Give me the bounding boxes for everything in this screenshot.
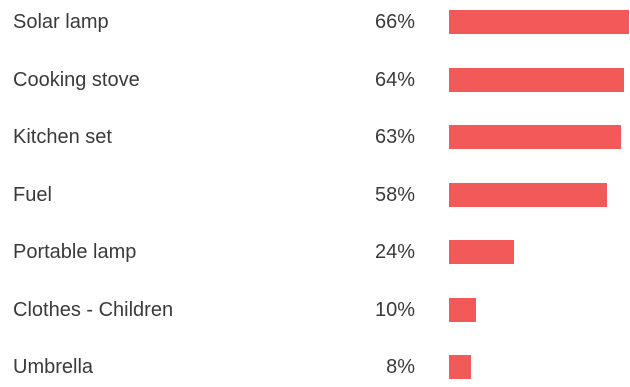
bar xyxy=(449,240,515,264)
chart-row: Portable lamp 24% xyxy=(0,232,630,272)
bar-chart: Solar lamp 66% Cooking stove 64% Kitchen set… xyxy=(0,2,630,379)
bar xyxy=(449,125,621,149)
bar xyxy=(449,10,629,34)
bar xyxy=(449,297,477,322)
chart-row: Umbrella 8% xyxy=(0,347,630,387)
category-label: Fuel xyxy=(13,183,52,206)
value-label: 58% xyxy=(374,183,415,206)
chart-row: Fuel 58% xyxy=(0,175,630,215)
bar xyxy=(449,182,608,207)
value-label: 63% xyxy=(374,126,415,148)
bar xyxy=(449,355,471,379)
chart-row: Cooking stove 64% xyxy=(0,60,630,100)
value-label: 10% xyxy=(374,298,415,321)
chart-row: Clothes - Children 10% xyxy=(0,290,630,330)
chart-row: Kitchen set 63% xyxy=(0,117,630,157)
value-label: 8% xyxy=(386,356,415,378)
value-label: 64% xyxy=(374,68,415,91)
category-label: Cooking stove xyxy=(13,68,140,91)
bar xyxy=(449,67,624,92)
category-label: Clothes - Children xyxy=(13,298,174,321)
value-label: 66% xyxy=(374,11,415,33)
value-label: 24% xyxy=(374,241,415,263)
category-label: Portable lamp xyxy=(13,241,137,263)
category-label: Solar lamp xyxy=(13,11,109,33)
category-label: Kitchen set xyxy=(13,126,112,148)
chart-row: Solar lamp 66% xyxy=(0,2,630,42)
category-label: Umbrella xyxy=(13,356,94,378)
